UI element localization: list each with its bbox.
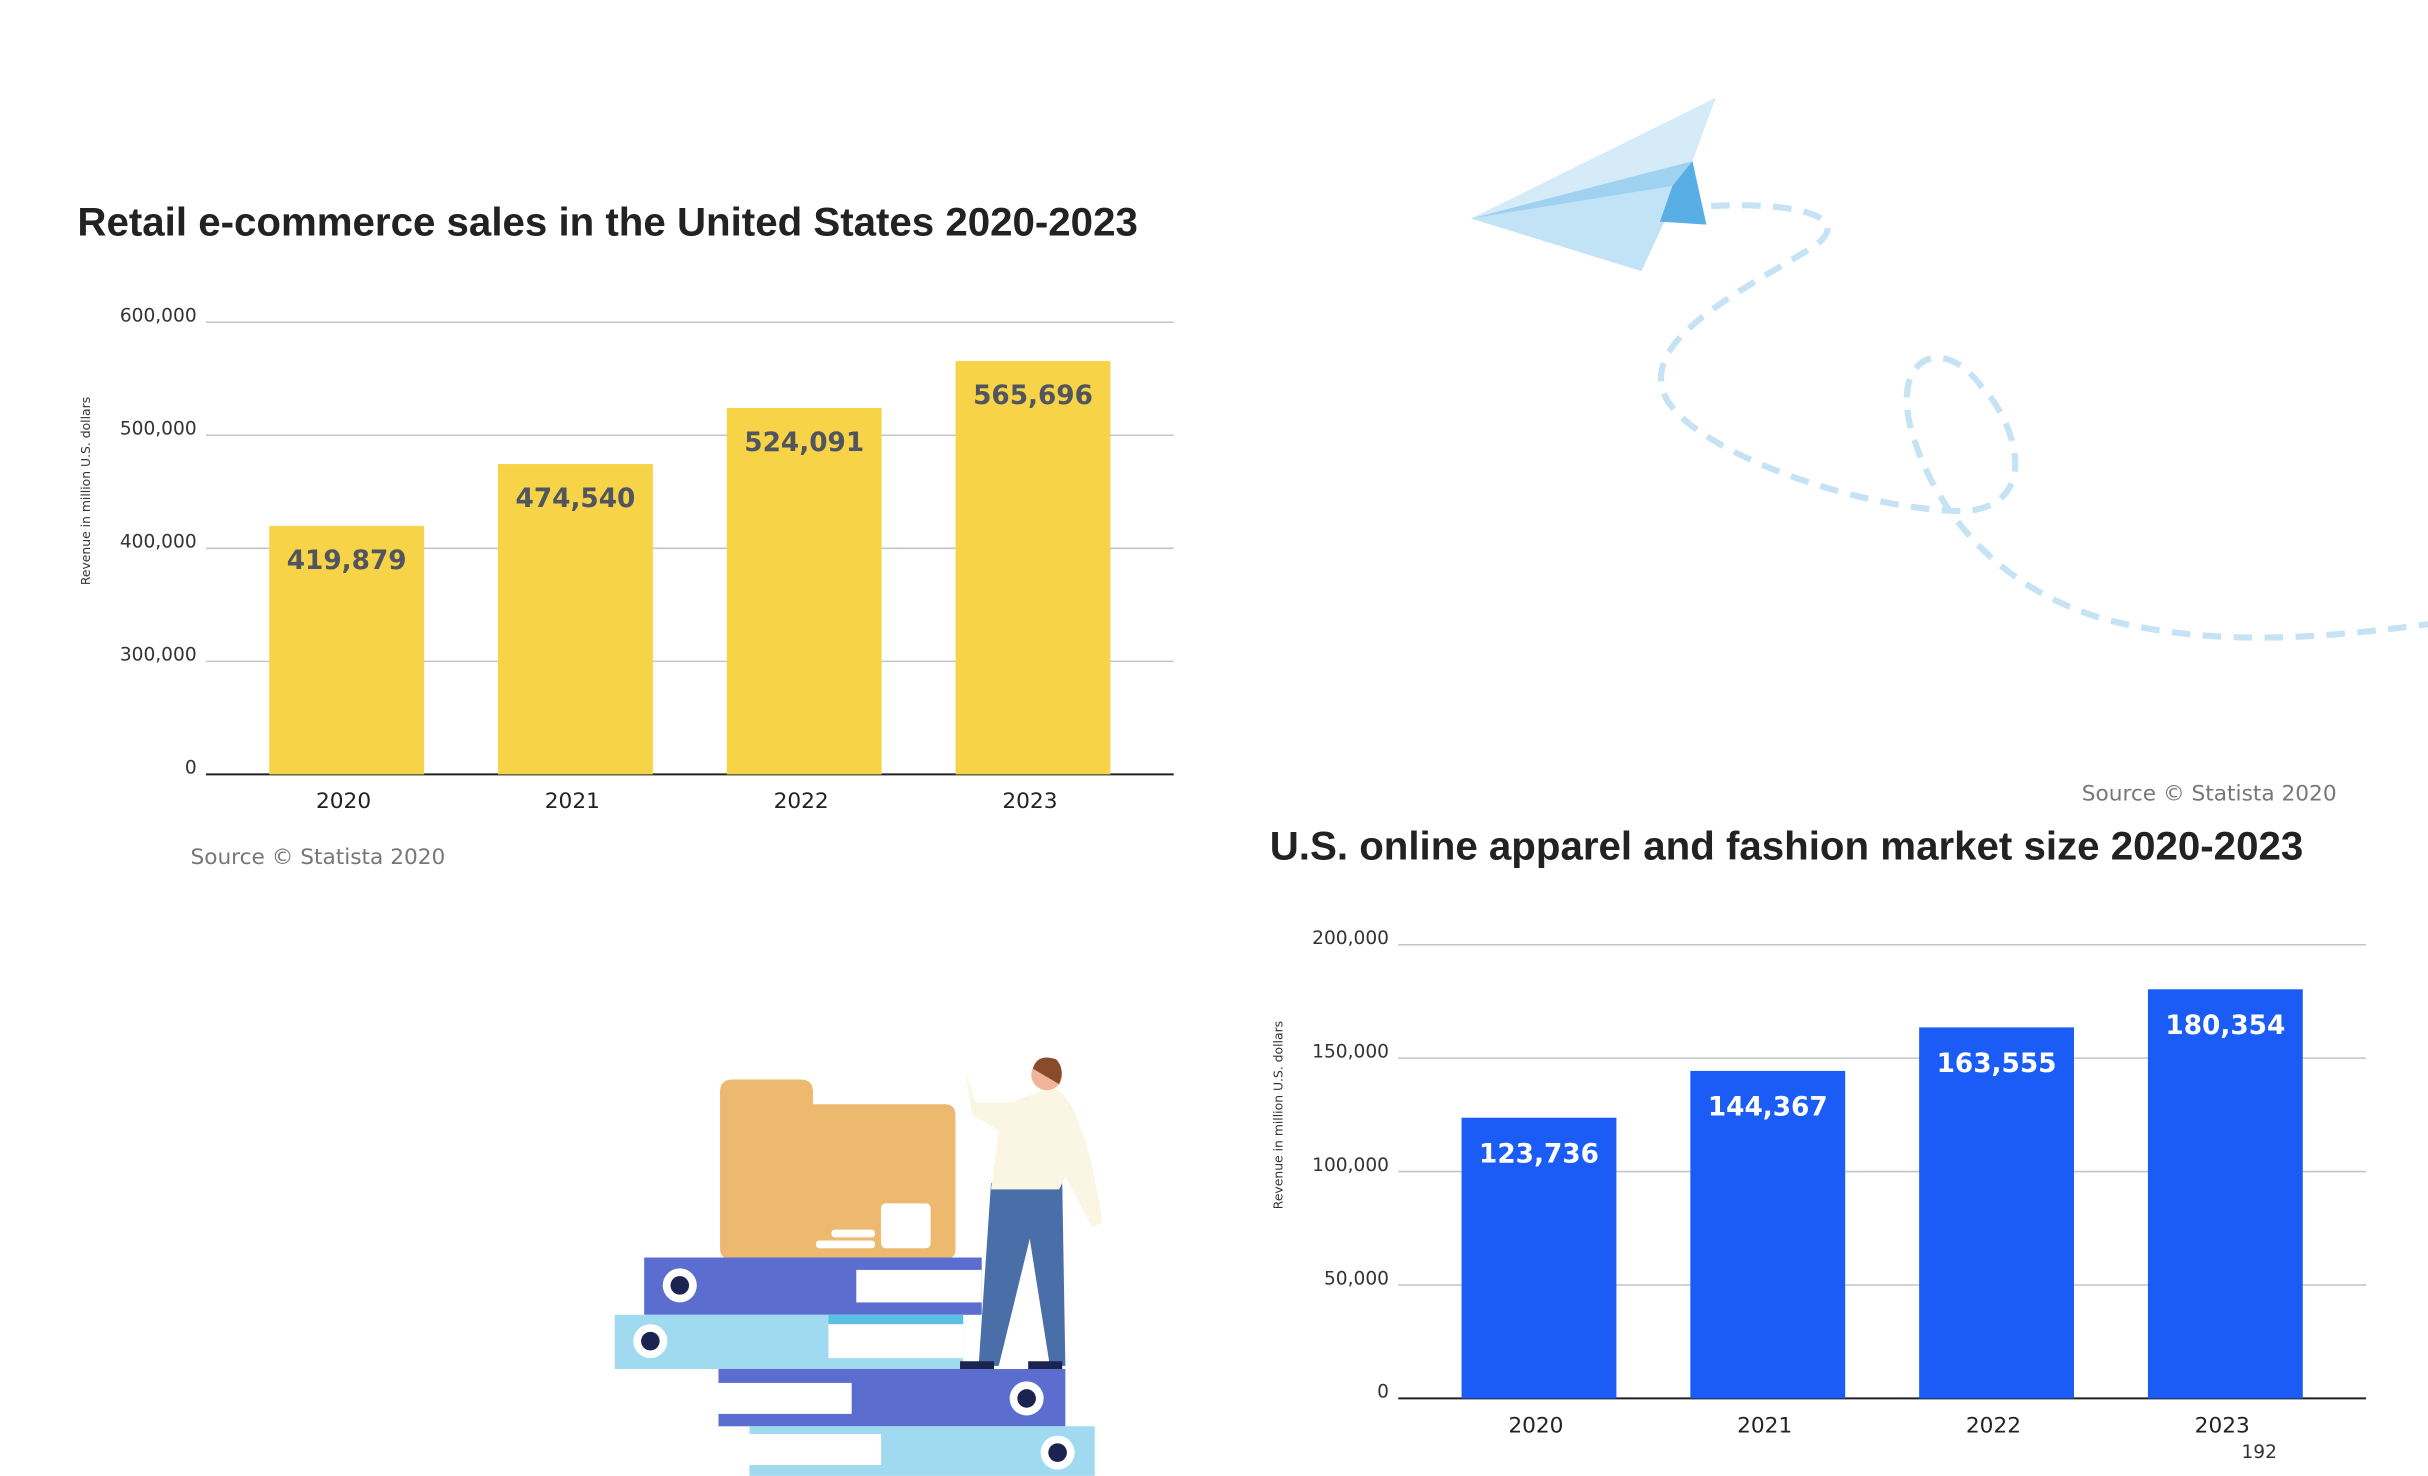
page-number: 192 [2241,1442,2276,1463]
value-label: 419,879 [287,546,407,576]
y-axis-label: Revenue in million U.S. dollars [1272,1021,1286,1209]
source-note: Source © Statista 2020 [190,845,445,870]
bar [726,408,882,775]
y-tick-label: 0 [185,758,197,779]
x-tick-label: 2023 [1002,789,1057,814]
bar [498,464,653,775]
source-note: Source © Statista 2020 [2082,782,2337,807]
y-axis-label: Revenue in million U.S. dollars [79,397,93,585]
y-tick-label: 400,000 [120,532,197,553]
bar [1919,1027,2074,1399]
bar [1690,1070,1846,1399]
x-tick-label: 2022 [774,789,829,814]
value-label: 163,555 [1937,1049,2057,1079]
value-label: 565,696 [973,381,1093,411]
y-tick-label: 200,000 [1312,928,1389,949]
chart-title: U.S. online apparel and fashion market s… [1270,823,2303,868]
value-label: 180,354 [2165,1011,2285,1041]
x-tick-label: 2022 [1966,1413,2021,1438]
folders-illustration [614,1057,1103,1476]
value-label: 144,367 [1708,1093,1828,1123]
y-tick-label: 0 [1377,1382,1389,1403]
value-label: 524,091 [744,428,864,458]
x-tick-label: 2020 [1508,1413,1563,1438]
y-tick-label: 600,000 [120,306,197,327]
y-tick-label: 500,000 [120,419,197,440]
y-tick-label: 50,000 [1324,1268,1389,1289]
bar [1461,1117,1617,1399]
bar [955,361,1111,775]
bar [2147,989,2303,1399]
x-tick-label: 2021 [1737,1413,1792,1438]
value-label: 123,736 [1479,1139,1599,1169]
y-tick-label: 100,000 [1312,1155,1389,1176]
x-tick-label: 2021 [545,789,600,814]
x-tick-label: 2020 [316,789,371,814]
y-tick-label: 150,000 [1312,1041,1389,1062]
bar [269,525,425,775]
chart-title: Retail e-commerce sales in the United St… [77,199,1137,244]
y-tick-label: 300,000 [120,645,197,666]
paper-plane-illustration [1471,97,2428,641]
value-label: 474,540 [516,484,636,514]
x-tick-label: 2023 [2195,1413,2250,1438]
